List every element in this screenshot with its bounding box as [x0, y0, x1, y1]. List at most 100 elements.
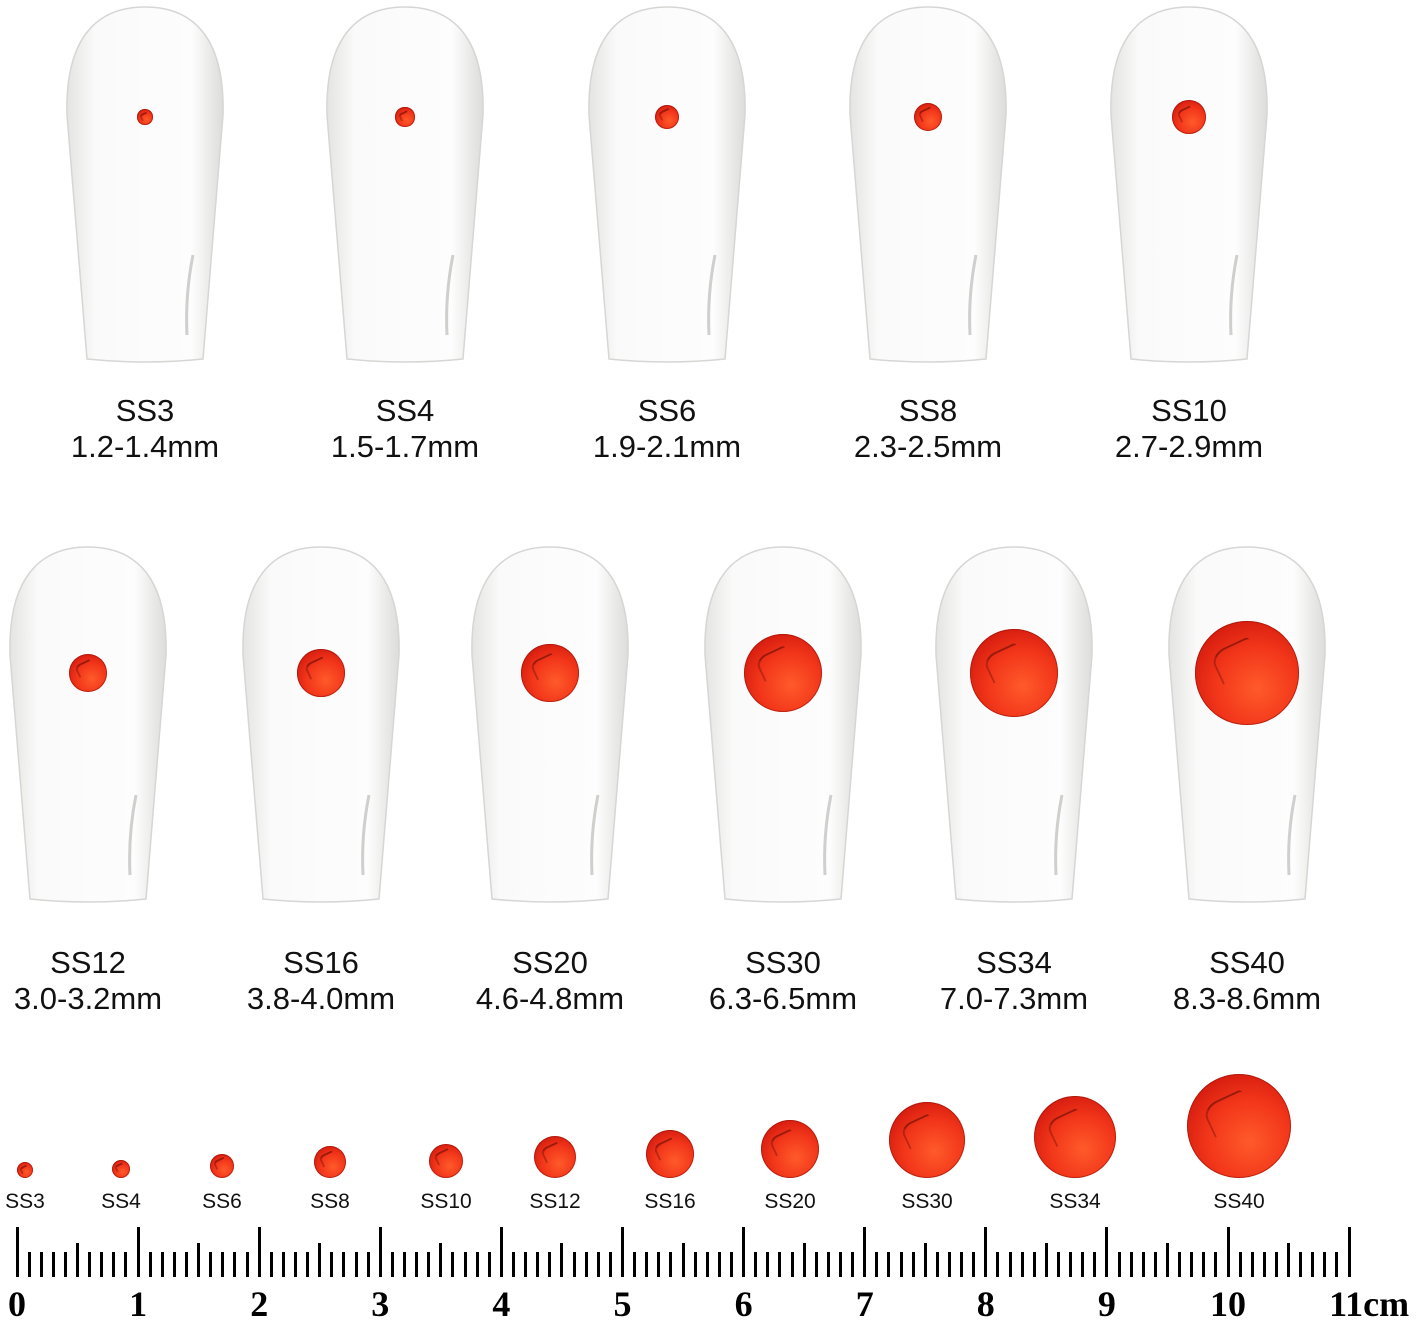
ruler-tick	[1105, 1227, 1109, 1277]
ruler-tick	[136, 1227, 140, 1277]
ruler-number: 2	[250, 1284, 269, 1324]
ruler-tick	[160, 1252, 164, 1277]
ruler-tick	[1032, 1252, 1036, 1277]
ruler-number: 3	[371, 1284, 390, 1324]
size-name: SS3	[115, 393, 175, 428]
ruler-tick	[233, 1252, 237, 1277]
ruler-tick	[875, 1252, 879, 1277]
size-name: SS34	[976, 945, 1052, 980]
ruler-tick	[669, 1252, 673, 1277]
size-range: 3.8-4.0mm	[246, 981, 396, 1016]
rhinestone	[69, 654, 107, 692]
ruler-tick	[1020, 1252, 1024, 1277]
ruler-tick	[657, 1252, 661, 1277]
rhinestone	[970, 629, 1058, 717]
size-range: 4.6-4.8mm	[475, 981, 625, 1016]
size-range: 1.2-1.4mm	[70, 429, 220, 464]
ruler-tick	[1044, 1243, 1048, 1277]
ruler-tick	[1262, 1252, 1266, 1277]
ruler-tick	[621, 1227, 624, 1277]
size-name: SS16	[283, 945, 359, 980]
ruler-tick	[1347, 1227, 1351, 1277]
ruler-tick	[1153, 1252, 1157, 1277]
ruler-tick	[536, 1252, 540, 1277]
ruler-tick	[923, 1243, 927, 1277]
ruler-tick	[112, 1252, 116, 1277]
ruler-tick	[935, 1252, 939, 1277]
ruler-tick	[1335, 1252, 1339, 1277]
ruler-tick	[572, 1252, 576, 1277]
ruler-number: 7	[855, 1284, 874, 1324]
rhinestone-lineup	[17, 1162, 33, 1178]
ruler-tick	[342, 1252, 346, 1277]
ruler-tick	[15, 1227, 19, 1277]
ruler-tick	[185, 1252, 189, 1277]
ruler-number: 11cm	[1329, 1284, 1410, 1324]
ruler-tick	[899, 1252, 903, 1277]
rhinestone	[743, 633, 823, 713]
rhinestone-lineup	[889, 1102, 965, 1178]
ruler-tick	[221, 1252, 225, 1277]
ruler-tick	[281, 1252, 285, 1277]
lineup-label: SS6	[202, 1190, 242, 1213]
rhinestone-lineup	[534, 1136, 576, 1178]
ruler-tick	[390, 1252, 394, 1277]
ruler-tick	[197, 1243, 201, 1277]
rhinestone-lineup	[646, 1130, 694, 1178]
rhinestone	[1195, 621, 1299, 725]
ruler-number: 5	[613, 1284, 632, 1324]
nail	[1167, 545, 1327, 905]
size-range: 2.7-2.9mm	[1114, 429, 1264, 464]
nail	[325, 5, 485, 365]
size-range: 6.3-6.5mm	[708, 981, 858, 1016]
lineup-label: SS20	[764, 1190, 816, 1213]
ruler-tick	[427, 1252, 431, 1277]
size-range: 7.0-7.3mm	[939, 981, 1089, 1016]
ruler-tick	[814, 1252, 818, 1277]
ruler-tick	[548, 1252, 552, 1277]
ruler-tick	[1008, 1252, 1012, 1277]
ruler-tick	[645, 1252, 649, 1277]
ruler-tick	[790, 1252, 794, 1277]
ruler-tick	[1129, 1252, 1133, 1277]
ruler-tick	[512, 1252, 515, 1277]
ruler-tick	[838, 1252, 842, 1277]
ruler-tick	[366, 1252, 370, 1277]
ruler-tick	[693, 1252, 697, 1277]
size-range: 8.3-8.6mm	[1172, 981, 1322, 1016]
rhinestone-lineup	[1187, 1074, 1291, 1178]
lineup-label: SS4	[101, 1190, 141, 1213]
ruler-tick	[984, 1227, 988, 1277]
ruler-tick	[717, 1252, 721, 1277]
ruler-tick	[1190, 1252, 1194, 1277]
ruler-tick	[1287, 1243, 1291, 1277]
nail	[1109, 5, 1269, 365]
ruler-tick	[51, 1252, 55, 1277]
ruler-tick	[475, 1252, 479, 1277]
rhinestone-lineup	[1034, 1096, 1116, 1178]
ruler-tick	[100, 1252, 104, 1277]
ruler-tick	[1238, 1252, 1242, 1277]
ruler-tick	[681, 1243, 685, 1277]
ruler-tick	[1056, 1252, 1060, 1277]
ruler-number: 9	[1097, 1284, 1116, 1324]
ruler-number: 6	[734, 1284, 753, 1324]
ruler-tick	[1214, 1252, 1218, 1277]
ruler-tick	[851, 1252, 855, 1277]
ruler-tick	[778, 1252, 782, 1277]
ruler-tick	[378, 1227, 382, 1277]
size-name: SS6	[637, 393, 697, 428]
ruler-tick	[1274, 1252, 1278, 1277]
ruler-tick	[330, 1252, 334, 1277]
ruler-tick	[608, 1252, 612, 1277]
size-name: SS8	[898, 393, 958, 428]
ruler-tick	[596, 1252, 600, 1277]
ruler-tick	[742, 1227, 746, 1277]
ruler-tick	[257, 1227, 261, 1277]
ruler-tick	[124, 1252, 128, 1277]
rhinestone	[395, 107, 415, 127]
size-name: SS4	[375, 393, 435, 428]
size-name: SS20	[512, 945, 588, 980]
ruler-tick	[960, 1252, 964, 1277]
